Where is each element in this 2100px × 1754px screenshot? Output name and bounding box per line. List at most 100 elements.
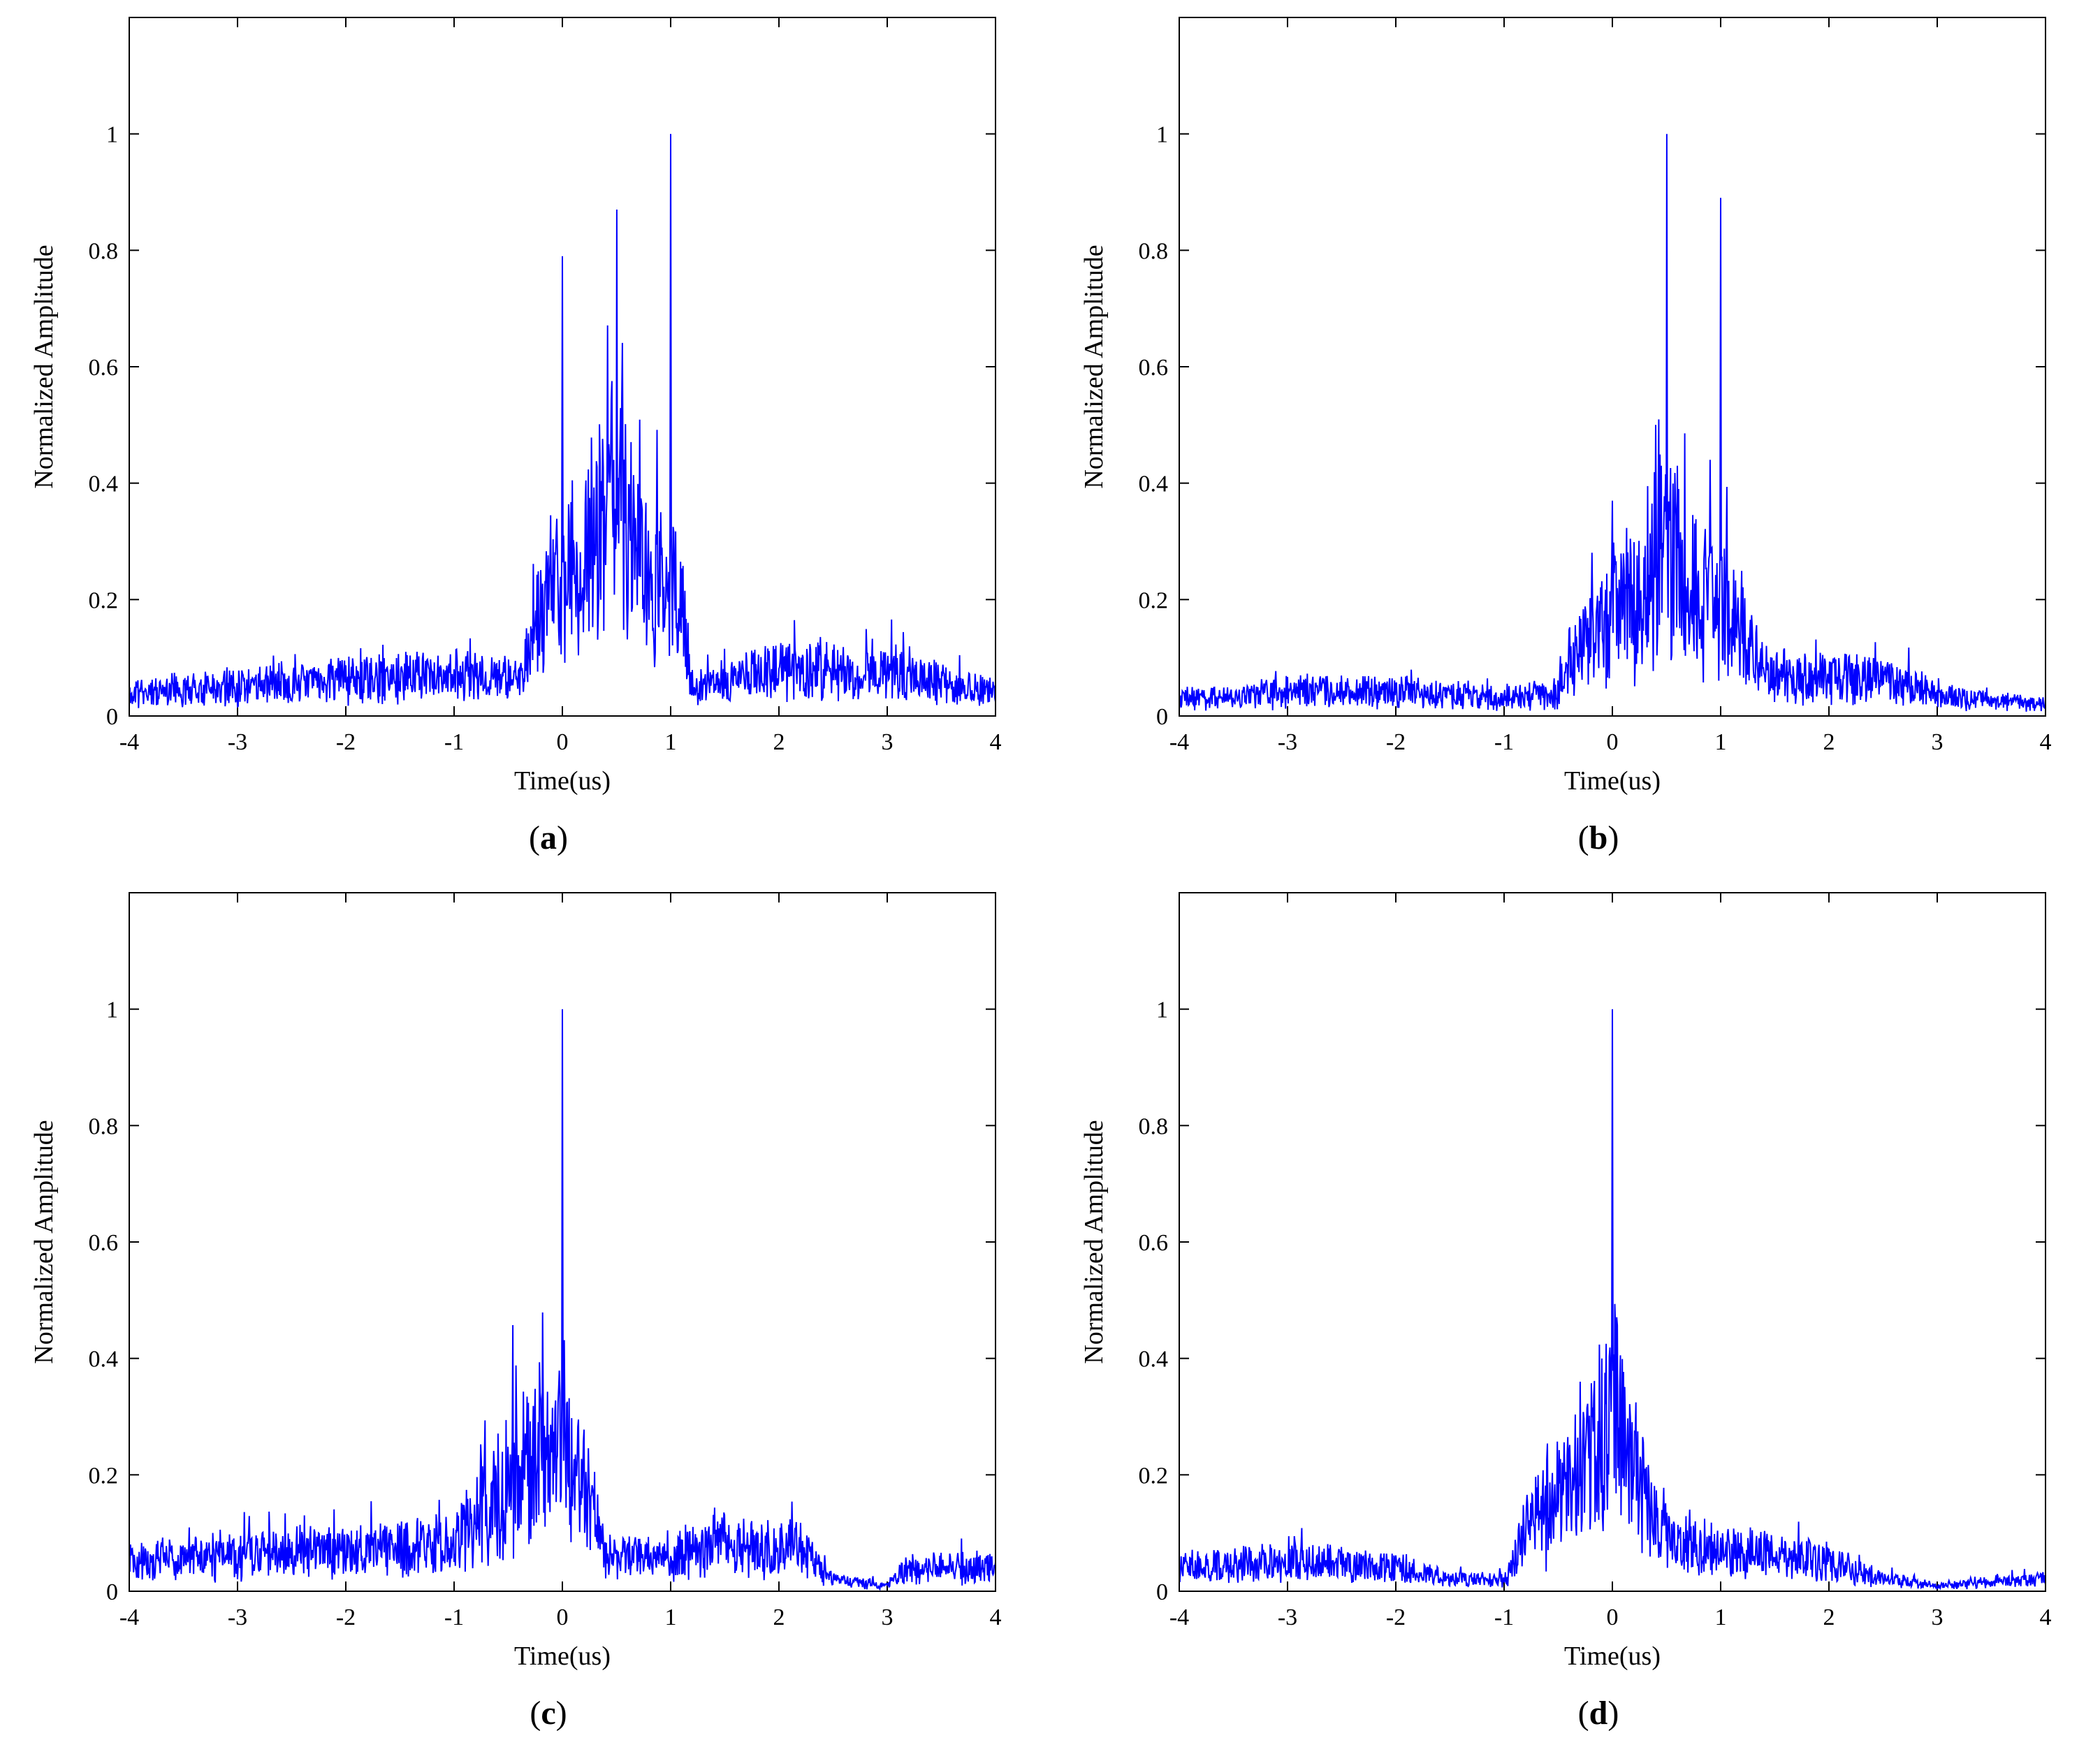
chart-b-ytick-label: 1 xyxy=(1156,122,1168,148)
chart-c-ytick-label: 0.2 xyxy=(89,1463,119,1489)
chart-d-ytick-label: 0.8 xyxy=(1139,1113,1169,1139)
chart-a-ytick-label: 0.8 xyxy=(89,238,119,264)
chart-c-xtick-label: 3 xyxy=(882,1605,894,1630)
chart-d-caption-letter: d xyxy=(1589,1695,1608,1732)
chart-a-ytick-label: 0.2 xyxy=(89,587,119,613)
chart-b-svg: -4 -3 -2 -1 0 1 2 3 4 0 0.2 0.4 0.6 0.8 1 Time(us) Nor… xyxy=(1079,17,2052,856)
chart-a-xtick-label: 4 xyxy=(990,729,1002,755)
chart-c-caption: (c) xyxy=(530,1695,567,1732)
chart-b-caption-open: ( xyxy=(1578,819,1589,856)
chart-c-frame xyxy=(129,892,996,1592)
chart-d-ytick-label: 0.2 xyxy=(1139,1463,1169,1489)
chart-d-xlabel: Time(us) xyxy=(1564,1642,1661,1671)
chart-c-ytick-label: 0 xyxy=(106,1579,118,1605)
chart-d-caption: (d) xyxy=(1578,1695,1619,1732)
chart-c-ytick-label: 0.8 xyxy=(89,1113,119,1139)
chart-a-xtick-label: -2 xyxy=(336,729,356,755)
chart-a-frame xyxy=(129,17,996,717)
chart-a-caption-open: ( xyxy=(529,819,540,856)
chart-b-caption-close: ) xyxy=(1607,819,1619,856)
chart-d-tick-labels: -4 -3 -2 -1 0 1 2 3 4 0 0.2 0.4 0.6 0.8 1 xyxy=(1139,997,2052,1630)
chart-a-tick-labels: -4 -3 -2 -1 0 1 2 3 4 0 0.2 0.4 0.6 0.8 1 xyxy=(89,122,1002,755)
chart-b-ytick-label: 0.2 xyxy=(1139,587,1169,613)
chart-a-ytick-label: 0 xyxy=(106,704,118,730)
chart-c-series-line xyxy=(129,1009,996,1591)
chart-d-ytick-label: 0.4 xyxy=(1139,1347,1169,1373)
chart-b-frame xyxy=(1179,17,2046,717)
chart-b-xlabel: Time(us) xyxy=(1564,766,1661,796)
chart-c-xtick-label: -4 xyxy=(119,1605,139,1630)
chart-a-caption-letter: a xyxy=(540,819,557,856)
chart-b-xtick-label: -1 xyxy=(1494,729,1514,755)
chart-d-xtick-label: 3 xyxy=(1932,1605,1944,1630)
chart-d-xtick-label: 1 xyxy=(1715,1605,1727,1630)
chart-d-caption-close: ) xyxy=(1607,1695,1619,1732)
chart-b-xtick-label: -3 xyxy=(1278,729,1297,755)
chart-a-xtick-label: 3 xyxy=(882,729,894,755)
chart-b-xtick-label: -2 xyxy=(1386,729,1406,755)
chart-panel-d: -4 -3 -2 -1 0 1 2 3 4 0 0.2 0.4 0.6 0.8 1 Time(us) Nor… xyxy=(1050,875,2100,1751)
chart-b-xtick-label: 2 xyxy=(1823,729,1835,755)
chart-panel-a: -4 -3 -2 -1 0 1 2 3 4 0 0.2 0.4 0.6 0.8 1 Time(us) Nor… xyxy=(0,0,1050,875)
chart-a-ytick-label: 0.6 xyxy=(89,355,119,381)
chart-a-xtick-label: -3 xyxy=(228,729,247,755)
chart-d-ytick-label: 1 xyxy=(1156,997,1168,1023)
chart-c-svg: -4 -3 -2 -1 0 1 2 3 4 0 0.2 0.4 0.6 0.8 1 Time(us) Nor… xyxy=(29,892,1002,1732)
chart-c-ytick-label: 0.6 xyxy=(89,1230,119,1256)
chart-a-caption-close: ) xyxy=(557,819,568,856)
chart-d-frame xyxy=(1179,892,2046,1592)
chart-c-ytick-label: 0.4 xyxy=(89,1347,119,1373)
chart-a-xtick-label: -4 xyxy=(119,729,139,755)
chart-c-xtick-label: -2 xyxy=(336,1605,356,1630)
chart-a-svg: -4 -3 -2 -1 0 1 2 3 4 0 0.2 0.4 0.6 0.8 1 Time(us) Nor… xyxy=(29,17,1002,856)
chart-b-tick-labels: -4 -3 -2 -1 0 1 2 3 4 0 0.2 0.4 0.6 0.8 1 xyxy=(1139,122,2052,755)
chart-c-xtick-label: 4 xyxy=(990,1605,1002,1630)
chart-c-caption-letter: c xyxy=(541,1695,555,1732)
chart-a-xtick-label: -1 xyxy=(444,729,464,755)
chart-a-ytick-label: 1 xyxy=(106,122,118,148)
chart-d-xtick-label: -2 xyxy=(1386,1605,1406,1630)
chart-c-caption-close: ) xyxy=(556,1695,567,1732)
chart-d-xtick-label: 0 xyxy=(1607,1605,1619,1630)
chart-c-xtick-label: -3 xyxy=(228,1605,247,1630)
chart-b-ytick-label: 0.6 xyxy=(1139,355,1169,381)
chart-b-xtick-label: 0 xyxy=(1607,729,1619,755)
chart-b-ytick-label: 0.8 xyxy=(1139,238,1169,264)
chart-a-ylabel: Normalized Amplitude xyxy=(29,244,59,488)
chart-c-ytick-label: 1 xyxy=(106,997,118,1023)
chart-a-xlabel: Time(us) xyxy=(514,766,611,796)
chart-a-xtick-label: 2 xyxy=(773,729,785,755)
chart-d-xtick-label: -1 xyxy=(1494,1605,1514,1630)
chart-b-xtick-label: 1 xyxy=(1715,729,1727,755)
chart-d-series-line xyxy=(1179,1009,2046,1591)
chart-c-xlabel: Time(us) xyxy=(514,1642,611,1671)
chart-b-ytick-label: 0 xyxy=(1156,704,1168,730)
chart-b-caption-letter: b xyxy=(1589,819,1608,856)
chart-d-xtick-label: 2 xyxy=(1823,1605,1835,1630)
chart-panel-b: -4 -3 -2 -1 0 1 2 3 4 0 0.2 0.4 0.6 0.8 1 Time(us) Nor… xyxy=(1050,0,2100,875)
chart-a-xtick-label: 0 xyxy=(557,729,569,755)
chart-c-xtick-label: 1 xyxy=(665,1605,677,1630)
chart-a-series-line xyxy=(129,133,996,708)
chart-c-xtick-label: 0 xyxy=(557,1605,569,1630)
chart-a-xtick-label: 1 xyxy=(665,729,677,755)
chart-b-ylabel: Normalized Amplitude xyxy=(1079,244,1109,488)
chart-b-caption: (b) xyxy=(1578,819,1619,856)
chart-d-ytick-label: 0 xyxy=(1156,1579,1168,1605)
chart-panel-c: -4 -3 -2 -1 0 1 2 3 4 0 0.2 0.4 0.6 0.8 1 Time(us) Nor… xyxy=(0,875,1050,1751)
chart-c-ylabel: Normalized Amplitude xyxy=(29,1120,59,1364)
chart-c-caption-open: ( xyxy=(530,1695,541,1732)
chart-d-xtick-label: -3 xyxy=(1278,1605,1297,1630)
chart-c-ticks xyxy=(129,893,996,1592)
chart-b-ytick-label: 0.4 xyxy=(1139,472,1169,497)
chart-d-ytick-label: 0.6 xyxy=(1139,1230,1169,1256)
chart-d-svg: -4 -3 -2 -1 0 1 2 3 4 0 0.2 0.4 0.6 0.8 1 Time(us) Nor… xyxy=(1079,892,2052,1732)
chart-b-xtick-label: 4 xyxy=(2040,729,2052,755)
chart-a-ytick-label: 0.4 xyxy=(89,472,119,497)
chart-d-xtick-label: -4 xyxy=(1169,1605,1189,1630)
chart-d-ylabel: Normalized Amplitude xyxy=(1079,1120,1109,1364)
chart-d-caption-open: ( xyxy=(1578,1695,1589,1732)
chart-b-series-line xyxy=(1179,133,2046,712)
chart-c-xtick-label: 2 xyxy=(773,1605,785,1630)
